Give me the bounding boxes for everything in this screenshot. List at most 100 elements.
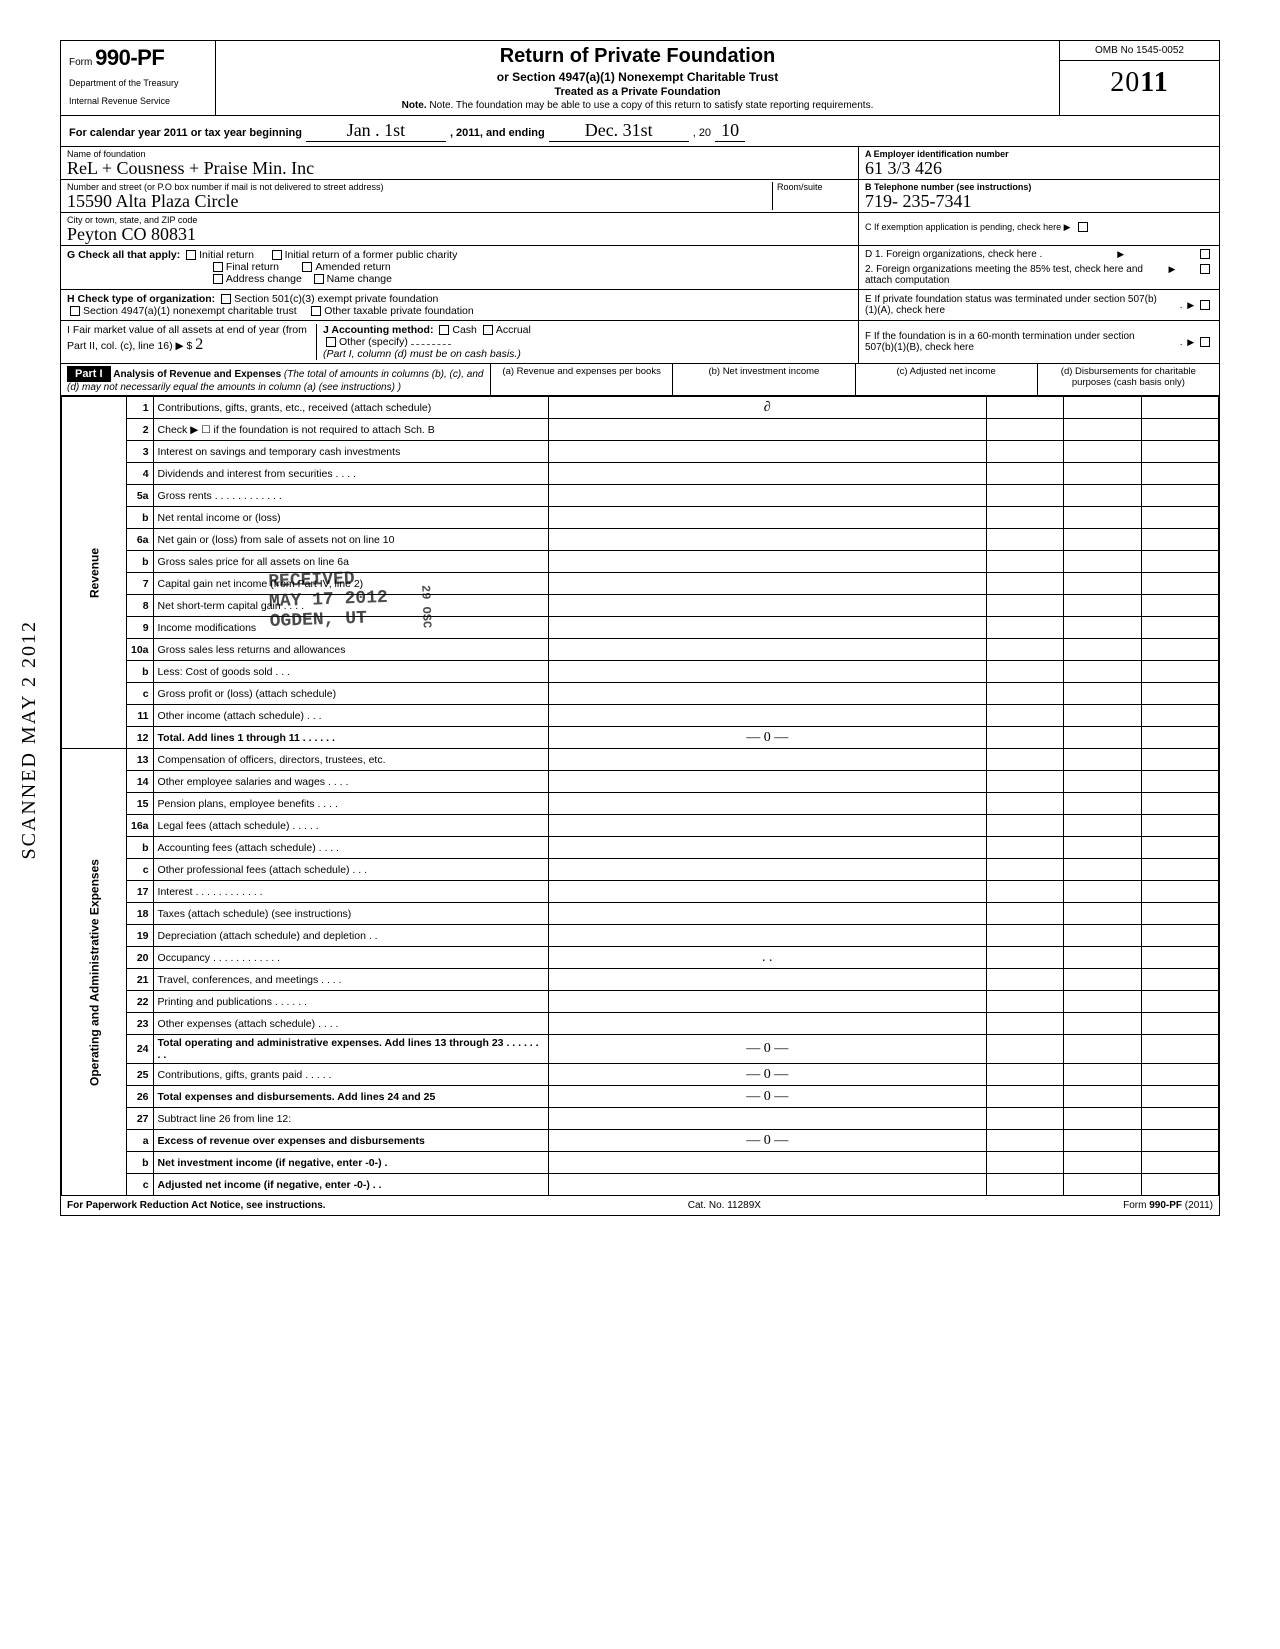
amount-cell[interactable] — [1064, 991, 1141, 1013]
amount-cell[interactable] — [986, 1086, 1063, 1108]
amount-cell[interactable] — [1064, 815, 1141, 837]
amount-cell[interactable] — [1064, 925, 1141, 947]
amount-cell[interactable] — [1141, 551, 1218, 573]
amount-cell[interactable] — [986, 837, 1063, 859]
amount-cell[interactable] — [1064, 859, 1141, 881]
amount-cell[interactable] — [548, 595, 986, 617]
tel-value[interactable]: 719- 235-7341 — [865, 192, 1213, 210]
g-chk-name[interactable] — [314, 274, 324, 284]
amount-cell[interactable] — [548, 441, 986, 463]
amount-cell[interactable] — [1064, 683, 1141, 705]
c-checkbox[interactable] — [1078, 222, 1088, 232]
amount-cell[interactable] — [1141, 991, 1218, 1013]
amount-cell[interactable] — [548, 903, 986, 925]
amount-cell[interactable]: — 0 — — [548, 1035, 986, 1064]
amount-cell[interactable] — [1064, 573, 1141, 595]
d1-checkbox[interactable] — [1200, 249, 1210, 259]
amount-cell[interactable] — [548, 419, 986, 441]
amount-cell[interactable] — [548, 815, 986, 837]
amount-cell[interactable] — [986, 881, 1063, 903]
amount-cell[interactable] — [986, 1174, 1063, 1196]
amount-cell[interactable] — [986, 903, 1063, 925]
amount-cell[interactable] — [548, 771, 986, 793]
amount-cell[interactable]: ∂ — [548, 397, 986, 419]
amount-cell[interactable] — [986, 969, 1063, 991]
amount-cell[interactable]: — 0 — — [548, 1130, 986, 1152]
amount-cell[interactable] — [548, 551, 986, 573]
amount-cell[interactable] — [986, 529, 1063, 551]
amount-cell[interactable] — [1141, 947, 1218, 969]
amount-cell[interactable] — [986, 1064, 1063, 1086]
amount-cell[interactable] — [1064, 463, 1141, 485]
amount-cell[interactable] — [1064, 1130, 1141, 1152]
amount-cell[interactable] — [1064, 485, 1141, 507]
amount-cell[interactable] — [1141, 595, 1218, 617]
amount-cell[interactable] — [1141, 771, 1218, 793]
amount-cell[interactable] — [548, 793, 986, 815]
amount-cell[interactable] — [986, 1013, 1063, 1035]
amount-cell[interactable] — [1141, 661, 1218, 683]
g-chk-initial-former[interactable] — [272, 250, 282, 260]
amount-cell[interactable] — [548, 969, 986, 991]
amount-cell[interactable] — [1064, 529, 1141, 551]
amount-cell[interactable] — [1064, 661, 1141, 683]
amount-cell[interactable] — [1064, 793, 1141, 815]
amount-cell[interactable] — [986, 749, 1063, 771]
amount-cell[interactable] — [986, 595, 1063, 617]
amount-cell[interactable] — [986, 441, 1063, 463]
amount-cell[interactable] — [1141, 1035, 1218, 1064]
amount-cell[interactable] — [986, 661, 1063, 683]
cal-begin[interactable]: Jan . 1st — [306, 120, 446, 142]
amount-cell[interactable] — [1141, 881, 1218, 903]
i-value[interactable]: 2 — [195, 336, 203, 353]
j-chk-accrual[interactable] — [483, 325, 493, 335]
amount-cell[interactable] — [1141, 485, 1218, 507]
amount-cell[interactable] — [986, 1152, 1063, 1174]
cal-end[interactable]: Dec. 31st — [549, 120, 689, 142]
amount-cell[interactable] — [986, 419, 1063, 441]
g-chk-address[interactable] — [213, 274, 223, 284]
amount-cell[interactable]: . . — [548, 947, 986, 969]
amount-cell[interactable] — [1141, 441, 1218, 463]
amount-cell[interactable] — [1141, 903, 1218, 925]
amount-cell[interactable] — [548, 507, 986, 529]
g-chk-amended[interactable] — [302, 262, 312, 272]
amount-cell[interactable] — [1064, 595, 1141, 617]
amount-cell[interactable] — [548, 1174, 986, 1196]
amount-cell[interactable] — [1064, 1064, 1141, 1086]
amount-cell[interactable] — [986, 573, 1063, 595]
amount-cell[interactable] — [1064, 969, 1141, 991]
amount-cell[interactable] — [1064, 1086, 1141, 1108]
amount-cell[interactable]: — 0 — — [548, 1086, 986, 1108]
amount-cell[interactable] — [1141, 749, 1218, 771]
amount-cell[interactable] — [986, 705, 1063, 727]
amount-cell[interactable] — [986, 1108, 1063, 1130]
g-chk-initial[interactable] — [186, 250, 196, 260]
amount-cell[interactable] — [1141, 639, 1218, 661]
amount-cell[interactable] — [1141, 683, 1218, 705]
amount-cell[interactable] — [986, 727, 1063, 749]
amount-cell[interactable] — [548, 1013, 986, 1035]
amount-cell[interactable] — [986, 859, 1063, 881]
cal-yr[interactable]: 10 — [715, 120, 745, 142]
amount-cell[interactable] — [1064, 1152, 1141, 1174]
amount-cell[interactable] — [1141, 397, 1218, 419]
amount-cell[interactable] — [986, 397, 1063, 419]
amount-cell[interactable] — [986, 771, 1063, 793]
amount-cell[interactable] — [1141, 529, 1218, 551]
amount-cell[interactable] — [548, 529, 986, 551]
name-value[interactable]: ReL + Cousness + Praise Min. Inc — [67, 159, 852, 177]
amount-cell[interactable] — [1064, 639, 1141, 661]
amount-cell[interactable] — [986, 485, 1063, 507]
amount-cell[interactable] — [1064, 947, 1141, 969]
amount-cell[interactable] — [548, 859, 986, 881]
amount-cell[interactable]: — 0 — — [548, 1064, 986, 1086]
amount-cell[interactable] — [1141, 507, 1218, 529]
amount-cell[interactable] — [1064, 1174, 1141, 1196]
amount-cell[interactable] — [1064, 1108, 1141, 1130]
amount-cell[interactable] — [1141, 617, 1218, 639]
amount-cell[interactable] — [548, 705, 986, 727]
amount-cell[interactable] — [1141, 1174, 1218, 1196]
amount-cell[interactable] — [548, 837, 986, 859]
amount-cell[interactable] — [1141, 969, 1218, 991]
